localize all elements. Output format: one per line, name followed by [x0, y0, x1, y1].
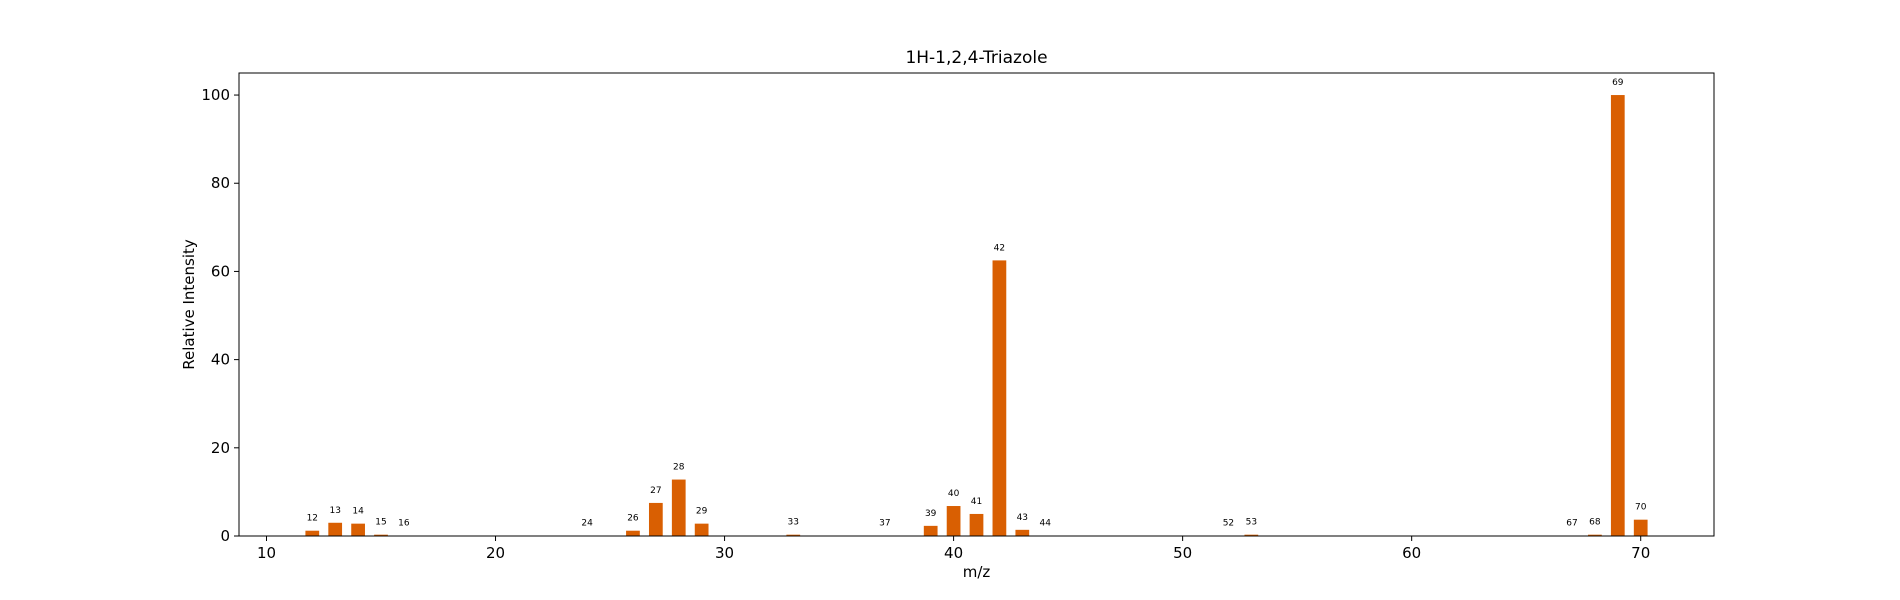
bar-mz-15	[374, 534, 388, 536]
y-axis: 0 20 40 60 80 100	[201, 86, 239, 545]
y-tick-label-100: 100	[201, 86, 230, 104]
y-tick-label-20: 20	[211, 439, 230, 457]
bar-label-mz-68: 68	[1589, 518, 1601, 528]
bar-mz-53	[1244, 534, 1259, 536]
bar-label-mz-70: 70	[1635, 503, 1647, 513]
x-tick-label-10: 10	[257, 544, 276, 562]
bar-label-mz-39: 39	[925, 509, 937, 519]
bar-label-mz-33: 33	[788, 518, 799, 528]
bar-label-mz-67: 67	[1566, 519, 1577, 529]
bar-mz-33	[786, 534, 801, 536]
bar-mz-27	[648, 502, 663, 536]
bar-mz-13	[328, 522, 343, 536]
bar-mz-42	[992, 260, 1007, 536]
bar-mz-70	[1633, 519, 1648, 536]
y-tick-label-40: 40	[211, 351, 230, 369]
bar-label-mz-41: 41	[971, 497, 982, 507]
bar-label-mz-24: 24	[581, 519, 593, 529]
bar-label-mz-12: 12	[307, 514, 318, 524]
x-tick-label-30: 30	[715, 544, 734, 562]
bar-label-mz-42: 42	[994, 243, 1005, 253]
bar-mz-28	[671, 479, 686, 536]
bar-label-mz-53: 53	[1246, 518, 1257, 528]
bar-mz-43	[1015, 529, 1030, 536]
y-tick-label-60: 60	[211, 262, 230, 280]
bar-label-mz-26: 26	[627, 514, 639, 524]
bar-label-mz-16: 16	[398, 519, 410, 529]
bar-label-mz-37: 37	[879, 519, 890, 529]
bar-label-mz-13: 13	[329, 506, 340, 516]
plot-frame	[238, 72, 1715, 537]
x-tick-label-40: 40	[944, 544, 963, 562]
bar-label-mz-40: 40	[948, 489, 960, 499]
bar-label-mz-52: 52	[1223, 519, 1234, 529]
bar-label-mz-43: 43	[1017, 513, 1028, 523]
y-axis-title: Relative Intensity	[180, 239, 198, 370]
bar-mz-39	[923, 525, 938, 536]
x-axis: 10 20 30 40 50 60 70	[257, 536, 1650, 562]
bar-label-mz-15: 15	[375, 518, 386, 528]
bar-mz-14	[351, 523, 365, 536]
bar-label-mz-27: 27	[650, 486, 661, 496]
bar-mz-29	[694, 523, 709, 536]
x-axis-title: m/z	[963, 563, 991, 581]
bar-mz-40	[946, 506, 961, 536]
y-tick-label-0: 0	[220, 527, 230, 545]
bar-label-mz-44: 44	[1039, 519, 1051, 529]
x-tick-label-20: 20	[486, 544, 505, 562]
bar-mz-26	[626, 530, 640, 536]
bar-label-mz-14: 14	[352, 507, 364, 517]
bar-mz-69	[1610, 95, 1625, 537]
bar-labels-layer: 12 13 14 15 16 24 26 27 28 29 33 37 39 40 41 42 43 44 52 53…	[307, 78, 1647, 529]
bar-mz-12	[305, 530, 320, 536]
bar-mz-41	[969, 513, 984, 536]
y-tick-label-80: 80	[211, 174, 230, 192]
bars-layer	[305, 95, 1648, 537]
bar-mz-68	[1588, 534, 1602, 536]
x-tick-label-70: 70	[1631, 544, 1650, 562]
bar-label-mz-29: 29	[696, 507, 708, 517]
chart-title: 1H-1,2,4-Triazole	[905, 48, 1047, 68]
bar-label-mz-69: 69	[1612, 78, 1624, 88]
x-tick-label-50: 50	[1173, 544, 1192, 562]
x-tick-label-60: 60	[1402, 544, 1421, 562]
bar-label-mz-28: 28	[673, 463, 685, 473]
